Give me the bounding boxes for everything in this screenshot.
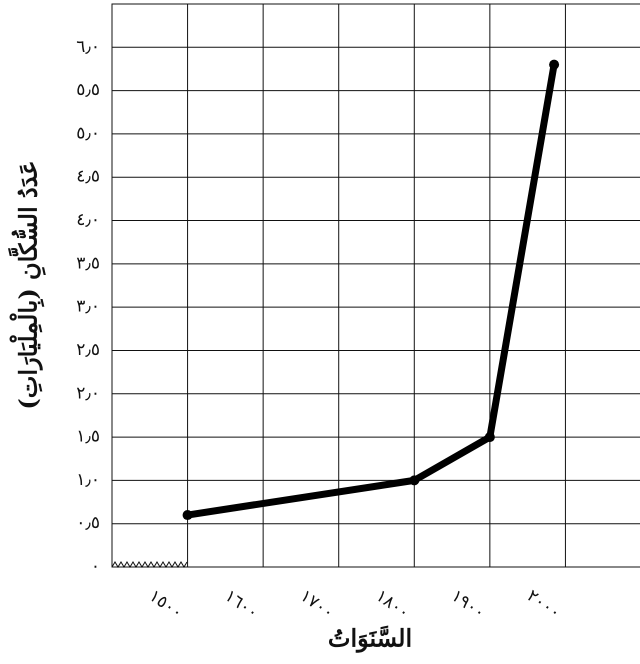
point [183,510,193,520]
page: السَّنَوَاتُ عَدَدُ السُّكَّانِ (بِالْمِ… [0,0,640,664]
line [188,65,555,515]
y-tick-label: ٤٫٠ [76,210,100,230]
y-tick-label: ٣٫٠ [76,297,100,317]
y-tick-label: ٥٫٥ [76,80,100,100]
x-tick-label: ١٧٠٠ [296,586,337,623]
y-tick-label: ٤٫٥ [76,167,100,187]
axis-break [112,562,187,567]
y-tick-label: ٣٫٥ [76,253,100,273]
y-tick-label: ٠٫٥ [76,513,100,533]
point [409,475,419,485]
y-tick-label: ١٫٠ [76,470,100,490]
x-tick-label: ١٥٠٠ [145,586,186,623]
y-tick-label: ١٫٥ [76,427,100,447]
x-tick-label: ٢٠٠٠ [523,586,564,623]
x-tick-label: ١٩٠٠ [447,586,488,623]
x-axis-label: السَّنَوَاتُ [328,624,412,654]
y-tick-label: ٢٫٥ [76,340,100,360]
y-tick-label: ٢٫٠ [76,383,100,403]
y-axis-label: عَدَدُ السُّكَّانِ (بِالْمِلْيَارَاتِ) [7,160,45,409]
x-tick-label: ١٦٠٠ [221,586,262,623]
y-tick-label: ٦٫٠ [76,37,100,57]
point [485,432,495,442]
x-tick-label: ١٨٠٠ [372,586,413,623]
y-tick-label: ٥٫٠ [76,123,100,143]
chart: السَّنَوَاتُ عَدَدُ السُّكَّانِ (بِالْمِ… [0,0,640,664]
y-tick-label: ٠ [91,557,100,577]
plot-frame [112,4,640,567]
point [549,60,559,70]
